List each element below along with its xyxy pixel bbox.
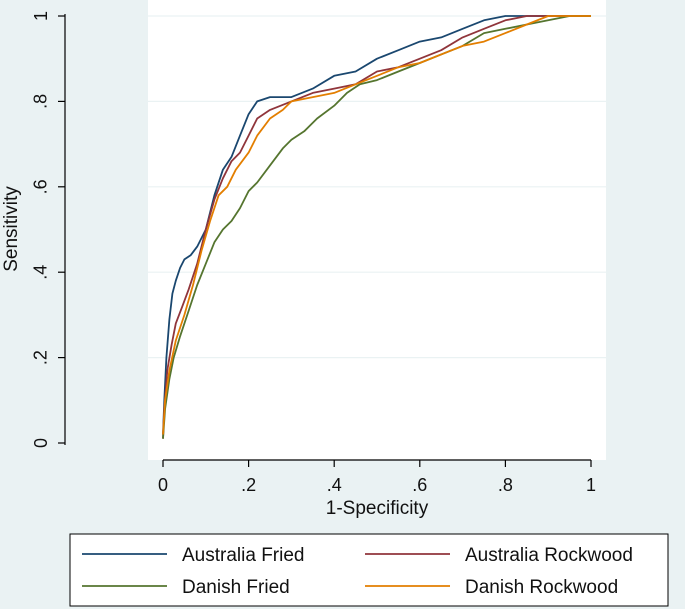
y-tick-label-2: .4: [31, 265, 51, 280]
x-tick-label-4: .8: [498, 475, 513, 495]
series-line-australia-fried: [162, 15, 591, 435]
legend-label-danish-fried: Danish Fried: [182, 577, 290, 598]
y-tick-label-1: .2: [31, 350, 51, 365]
y-axis-title: Sensitivity: [1, 186, 22, 272]
y-tick-label-5: 1: [31, 11, 51, 21]
legend-box: [69, 533, 669, 607]
x-axis-title: 1-Specificity: [326, 498, 429, 519]
legend-label-australia-fried: Australia Fried: [182, 545, 305, 566]
series-line-danish-fried: [162, 15, 591, 439]
x-ticks: 0 .2 .4 .6 .8 1: [158, 460, 596, 495]
grid-lines: [148, 15, 606, 359]
y-tick-label-0: 0: [31, 438, 51, 448]
plot-area: [148, 0, 606, 460]
series-line-australia-rockwood: [162, 15, 591, 439]
legend: Australia Fried Australia Rockwood Danish …: [69, 533, 669, 607]
legend-label-australia-rockwood: Australia Rockwood: [465, 545, 633, 566]
series-lines: [162, 15, 591, 439]
series-line-danish-rockwood: [162, 15, 591, 435]
x-tick-label-5: 1: [586, 475, 596, 495]
legend-label-danish-rockwood: Danish Rockwood: [465, 577, 618, 598]
x-tick-label-2: .4: [327, 475, 342, 495]
legend-items: Australia Fried Australia Rockwood Danish …: [82, 545, 633, 598]
y-ticks: 0 .2 .4 .6 .8 1: [31, 11, 65, 448]
y-tick-label-4: .8: [31, 94, 51, 109]
x-tick-label-1: .2: [241, 475, 256, 495]
x-tick-label-3: .6: [412, 475, 427, 495]
x-tick-label-0: 0: [158, 475, 168, 495]
y-tick-label-3: .6: [31, 179, 51, 194]
